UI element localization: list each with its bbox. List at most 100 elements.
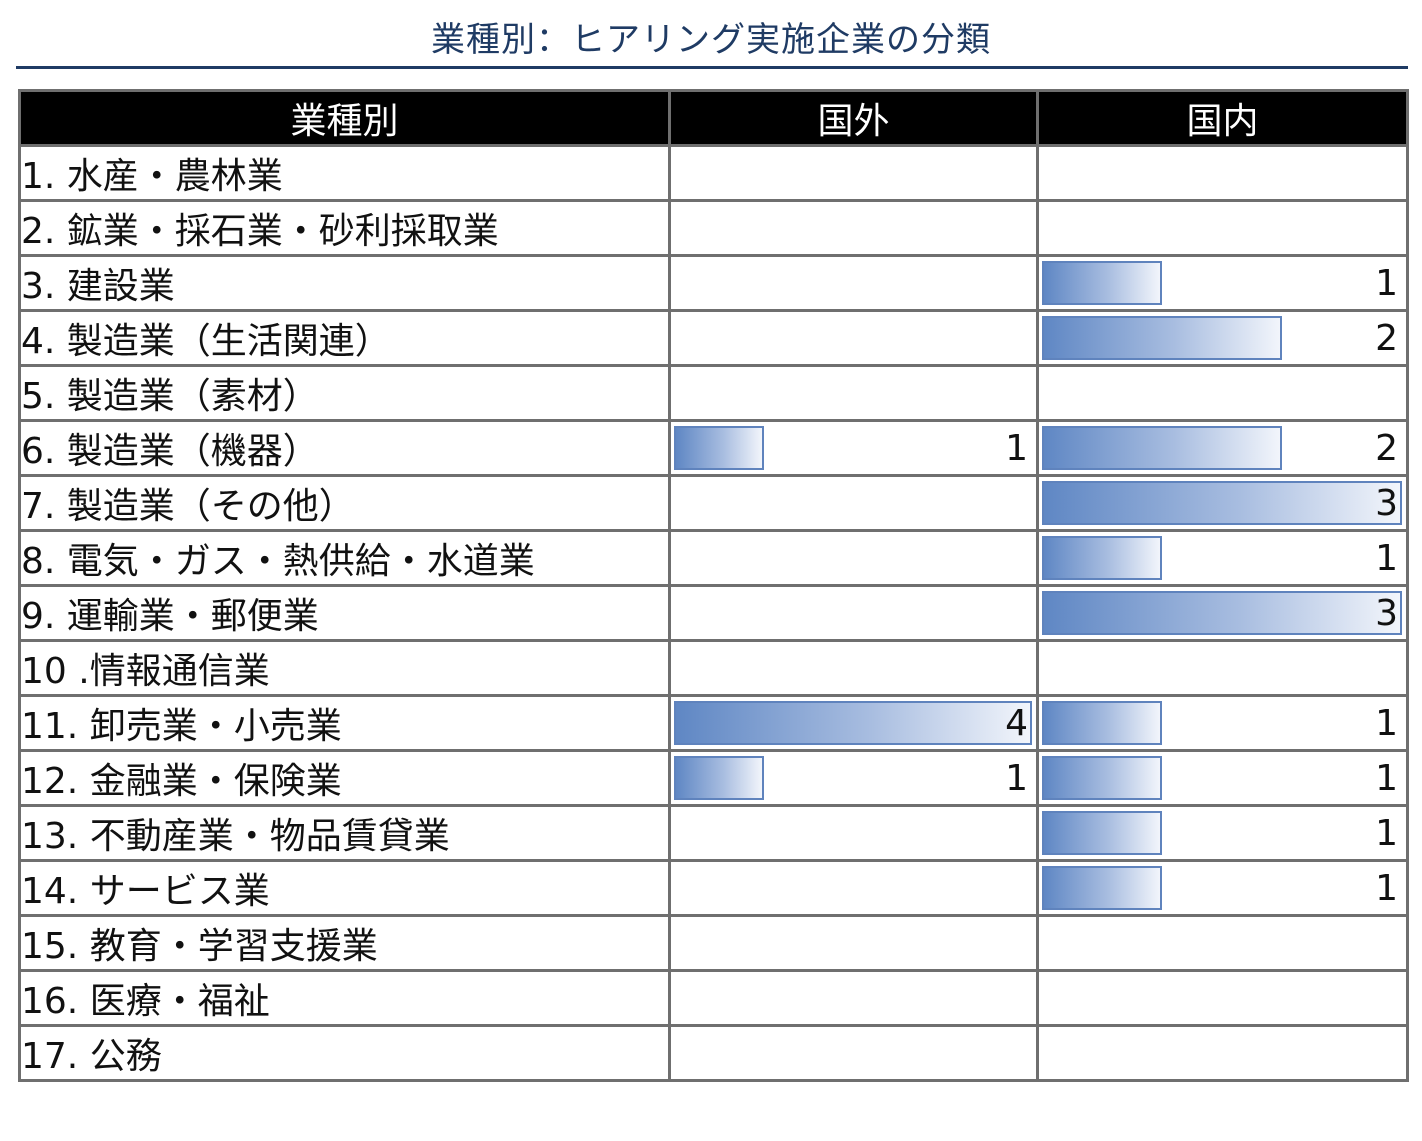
domestic-cell: 1 bbox=[1036, 804, 1409, 862]
domestic-cell bbox=[1036, 969, 1409, 1027]
domestic-cell bbox=[1036, 364, 1409, 422]
domestic-bar bbox=[1042, 701, 1162, 745]
overseas-value-label: 4 bbox=[1005, 702, 1028, 744]
overseas-bar bbox=[674, 756, 764, 800]
industry-label: 10 .情報通信業 bbox=[18, 639, 671, 697]
header-domestic: 国内 bbox=[1036, 89, 1409, 147]
domestic-value-label: 1 bbox=[1375, 867, 1398, 909]
overseas-cell bbox=[668, 584, 1039, 642]
overseas-cell bbox=[668, 474, 1039, 532]
overseas-cell bbox=[668, 914, 1039, 972]
overseas-cell bbox=[668, 364, 1039, 422]
domestic-cell bbox=[1036, 914, 1409, 972]
overseas-value-label: 1 bbox=[1005, 757, 1028, 799]
domestic-value-label: 2 bbox=[1375, 427, 1398, 469]
table-row: 10 .情報通信業 bbox=[18, 639, 1409, 697]
industry-label: 3. 建設業 bbox=[18, 254, 671, 312]
table-row: 11. 卸売業・小売業 4 1 bbox=[18, 694, 1409, 752]
domestic-bar bbox=[1042, 591, 1402, 635]
industry-label: 2. 鉱業・採石業・砂利採取業 bbox=[18, 199, 671, 257]
domestic-value-label: 1 bbox=[1375, 757, 1398, 799]
industry-label: 6. 製造業（機器） bbox=[18, 419, 671, 477]
domestic-bar bbox=[1042, 481, 1402, 525]
domestic-bar bbox=[1042, 756, 1162, 800]
domestic-value-label: 1 bbox=[1375, 812, 1398, 854]
table-row: 5. 製造業（素材） bbox=[18, 364, 1409, 422]
overseas-cell bbox=[668, 199, 1039, 257]
table-row: 1. 水産・農林業 bbox=[18, 144, 1409, 202]
industry-label: 13. 不動産業・物品賃貸業 bbox=[18, 804, 671, 862]
industry-label: 14. サービス業 bbox=[18, 859, 671, 917]
domestic-bar bbox=[1042, 261, 1162, 305]
domestic-cell: 1 bbox=[1036, 254, 1409, 312]
overseas-bar bbox=[674, 701, 1032, 745]
overseas-cell bbox=[668, 969, 1039, 1027]
domestic-bar bbox=[1042, 811, 1162, 855]
domestic-cell: 1 bbox=[1036, 529, 1409, 587]
domestic-value-label: 3 bbox=[1375, 592, 1398, 634]
industry-label: 15. 教育・学習支援業 bbox=[18, 914, 671, 972]
overseas-cell bbox=[668, 859, 1039, 917]
overseas-cell: 1 bbox=[668, 749, 1039, 807]
industry-label: 11. 卸売業・小売業 bbox=[18, 694, 671, 752]
industry-label: 8. 電気・ガス・熱供給・水道業 bbox=[18, 529, 671, 587]
domestic-cell: 2 bbox=[1036, 419, 1409, 477]
table-row: 6. 製造業（機器） 1 2 bbox=[18, 419, 1409, 477]
overseas-cell bbox=[668, 639, 1039, 697]
table-row: 17. 公務 bbox=[18, 1024, 1409, 1082]
overseas-cell bbox=[668, 144, 1039, 202]
domestic-cell bbox=[1036, 199, 1409, 257]
industry-label: 12. 金融業・保険業 bbox=[18, 749, 671, 807]
overseas-cell: 1 bbox=[668, 419, 1039, 477]
domestic-cell bbox=[1036, 1024, 1409, 1082]
overseas-value-label: 1 bbox=[1005, 427, 1028, 469]
table-body: 1. 水産・農林業 2. 鉱業・採石業・砂利採取業 3. 建設業 1 4. 製造業（生活… bbox=[18, 144, 1409, 1082]
title-underline bbox=[16, 66, 1408, 69]
header-industry: 業種別 bbox=[18, 89, 671, 147]
industry-table: 業種別 国外 国内 1. 水産・農林業 2. 鉱業・採石業・砂利採取業 3. 建設業… bbox=[18, 89, 1409, 1082]
industry-label: 9. 運輸業・郵便業 bbox=[18, 584, 671, 642]
overseas-bar bbox=[674, 426, 764, 470]
domestic-bar bbox=[1042, 866, 1162, 910]
table-row: 2. 鉱業・採石業・砂利採取業 bbox=[18, 199, 1409, 257]
overseas-cell: 4 bbox=[668, 694, 1039, 752]
table-row: 4. 製造業（生活関連） 2 bbox=[18, 309, 1409, 367]
industry-label: 5. 製造業（素材） bbox=[18, 364, 671, 422]
domestic-value-label: 1 bbox=[1375, 702, 1398, 744]
domestic-bar bbox=[1042, 426, 1282, 470]
overseas-cell bbox=[668, 254, 1039, 312]
industry-label: 7. 製造業（その他） bbox=[18, 474, 671, 532]
overseas-cell bbox=[668, 309, 1039, 367]
table-row: 12. 金融業・保険業 1 1 bbox=[18, 749, 1409, 807]
table-row: 15. 教育・学習支援業 bbox=[18, 914, 1409, 972]
industry-label: 4. 製造業（生活関連） bbox=[18, 309, 671, 367]
domestic-cell bbox=[1036, 144, 1409, 202]
header-overseas: 国外 bbox=[668, 89, 1039, 147]
chart-title: 業種別：ヒアリング実施企業の分類 bbox=[431, 20, 991, 60]
domestic-value-label: 3 bbox=[1375, 482, 1398, 524]
table-row: 9. 運輸業・郵便業 3 bbox=[18, 584, 1409, 642]
domestic-cell: 1 bbox=[1036, 694, 1409, 752]
domestic-cell: 2 bbox=[1036, 309, 1409, 367]
industry-label: 16. 医療・福祉 bbox=[18, 969, 671, 1027]
domestic-value-label: 1 bbox=[1375, 537, 1398, 579]
domestic-cell: 3 bbox=[1036, 584, 1409, 642]
domestic-cell: 3 bbox=[1036, 474, 1409, 532]
domestic-cell bbox=[1036, 639, 1409, 697]
domestic-bar bbox=[1042, 316, 1282, 360]
domestic-value-label: 1 bbox=[1375, 262, 1398, 304]
table-row: 3. 建設業 1 bbox=[18, 254, 1409, 312]
table-row: 16. 医療・福祉 bbox=[18, 969, 1409, 1027]
overseas-cell bbox=[668, 804, 1039, 862]
domestic-cell: 1 bbox=[1036, 749, 1409, 807]
header-row: 業種別 国外 国内 bbox=[18, 89, 1409, 147]
table-row: 7. 製造業（その他） 3 bbox=[18, 474, 1409, 532]
table-row: 13. 不動産業・物品賃貸業 1 bbox=[18, 804, 1409, 862]
domestic-bar bbox=[1042, 536, 1162, 580]
overseas-cell bbox=[668, 1024, 1039, 1082]
table-row: 8. 電気・ガス・熱供給・水道業 1 bbox=[18, 529, 1409, 587]
overseas-cell bbox=[668, 529, 1039, 587]
industry-label: 1. 水産・農林業 bbox=[18, 144, 671, 202]
industry-label: 17. 公務 bbox=[18, 1024, 671, 1082]
domestic-cell: 1 bbox=[1036, 859, 1409, 917]
